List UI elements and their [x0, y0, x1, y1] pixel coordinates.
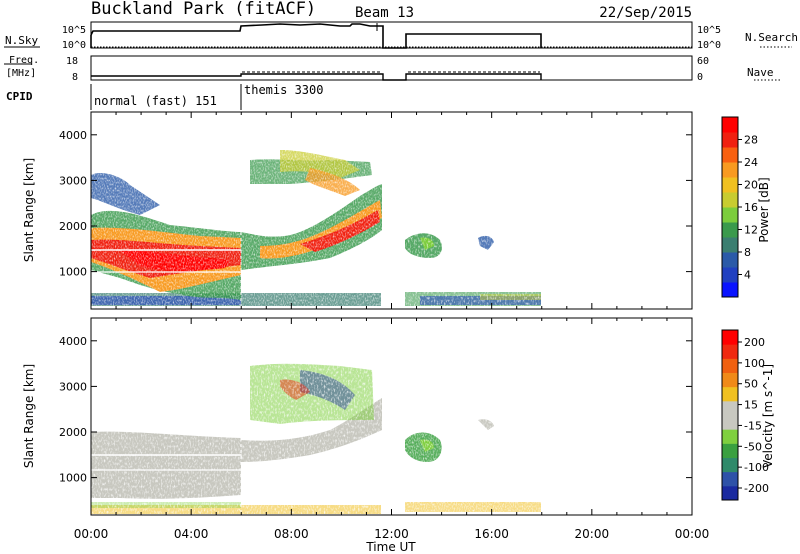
nsearch-label: N.Search — [745, 31, 798, 44]
colorbar-swatch — [722, 457, 738, 473]
colorbar-swatch — [722, 282, 738, 298]
cpid-row: CPID normal (fast) 151 themis 3300 — [6, 83, 323, 110]
nsky-trace — [90, 23, 542, 49]
colorbar-swatch — [722, 344, 738, 359]
nave-tick-bottom: 0 — [697, 72, 703, 83]
colorbar-swatch — [722, 443, 738, 458]
y-tick-label: 2000 — [59, 220, 87, 233]
colorbar-swatch — [722, 358, 738, 373]
x-tick-label: 12:00 — [374, 527, 409, 541]
colorbar-tick-label: -50 — [744, 440, 762, 453]
nave-tick-top: 60 — [697, 56, 709, 67]
velocity-ylabel: Slant Range [km] — [22, 364, 36, 468]
x-tick-label: 00:00 — [74, 527, 109, 541]
colorbar-tick-label: 12 — [744, 224, 758, 237]
y-tick-label: 3000 — [59, 380, 87, 393]
colorbar-swatch — [722, 386, 738, 402]
y-tick-label: 4000 — [59, 335, 87, 348]
colorbar-swatch — [722, 485, 738, 501]
colorbar-swatch — [722, 372, 738, 388]
x-tick-label: 20:00 — [575, 527, 610, 541]
nave-label: Nave — [747, 66, 774, 79]
nsearch-tick-top: 10^5 — [697, 25, 721, 36]
y-tick-label: 1000 — [59, 472, 87, 485]
colorbar-frame — [721, 329, 739, 501]
colorbar-swatch — [722, 222, 738, 238]
nsky-label: N.Sky — [5, 34, 38, 47]
freq-panel: Freq. [MHz] 18 8 60 0 Nave — [4, 55, 780, 83]
x-tick-label: 16:00 — [474, 527, 509, 541]
colorbar-tick-label: 15 — [744, 399, 758, 412]
nsky-tick-top: 10^5 — [62, 25, 86, 36]
colorbar-tick-label: 200 — [744, 336, 765, 349]
power-data — [91, 112, 550, 309]
x-axis-label: Time UT — [365, 540, 416, 554]
velocity-colorbar-label: Velocity [m s^-1] — [761, 364, 775, 468]
colorbar-tick-label: 20 — [744, 179, 758, 192]
colorbar-swatch — [722, 429, 738, 444]
x-tick-label: 08:00 — [274, 527, 309, 541]
power-ylabel: Slant Range [km] — [22, 158, 36, 262]
colorbar-swatch — [722, 132, 738, 148]
colorbar-swatch — [722, 252, 738, 268]
velocity-panel: Slant Range [km] 1000 2000 3000 4000 200 100… — [22, 317, 775, 516]
cpid-segment-normal: normal (fast) 151 — [94, 94, 217, 108]
y-tick-label: 2000 — [59, 426, 87, 439]
date-label: 22/Sep/2015 — [599, 5, 692, 21]
y-tick-label: 4000 — [59, 129, 87, 142]
colorbar-swatch — [722, 207, 738, 223]
colorbar-swatch — [722, 117, 738, 133]
colorbar-swatch — [722, 400, 738, 416]
nsearch-tick-bottom: 10^0 — [697, 40, 721, 51]
x-tick-label: 04:00 — [174, 527, 209, 541]
colorbar-tick-label: 24 — [744, 156, 758, 169]
colorbar-swatch — [722, 192, 738, 208]
colorbar-tick-label: -15 — [744, 419, 762, 432]
y-tick-label: 3000 — [59, 174, 87, 187]
freq-tick-bottom: 8 — [72, 72, 78, 83]
colorbar-tick-label: 8 — [744, 246, 751, 259]
power-colorbar-label: Power [dB] — [757, 177, 771, 242]
cpid-segment-themis: themis 3300 — [244, 83, 323, 97]
freq-label-2: [MHz] — [6, 68, 36, 79]
colorbar-swatch — [722, 162, 738, 178]
colorbar-tick-label: 28 — [744, 134, 758, 147]
x-tick-label: 00:00 — [675, 527, 710, 541]
freq-label-1: Freq. — [9, 55, 39, 66]
colorbar-swatch — [722, 415, 738, 430]
colorbar-tick-label: 50 — [744, 378, 758, 391]
colorbar-swatch — [722, 267, 738, 283]
station-title: Buckland Park (fitACF) — [91, 0, 316, 19]
beam-label: Beam 13 — [355, 5, 414, 21]
velocity-data — [91, 318, 550, 515]
colorbar-swatch — [722, 330, 738, 345]
cpid-label: CPID — [6, 90, 33, 103]
colorbar-tick-label: 4 — [744, 269, 751, 282]
colorbar-tick-label: 16 — [744, 201, 758, 214]
nsky-panel: N.Sky 10^5 10^0 10^5 10^0 N.Search — [4, 21, 798, 51]
colorbar-tick-label: -100 — [744, 461, 769, 474]
colorbar-swatch — [722, 147, 738, 163]
colorbar-swatch — [722, 471, 738, 487]
colorbar-swatch — [722, 237, 738, 253]
freq-trace — [91, 73, 542, 81]
colorbar-swatch — [722, 177, 738, 193]
power-panel: Slant Range [km] 1000 2000 3000 4000 4 8 12 16… — [22, 111, 771, 310]
y-tick-label: 1000 — [59, 266, 87, 279]
freq-tick-top: 18 — [66, 56, 78, 67]
colorbar-tick-label: 100 — [744, 357, 765, 370]
nsky-tick-bottom: 10^0 — [62, 40, 86, 51]
colorbar-tick-label: -200 — [744, 482, 769, 495]
